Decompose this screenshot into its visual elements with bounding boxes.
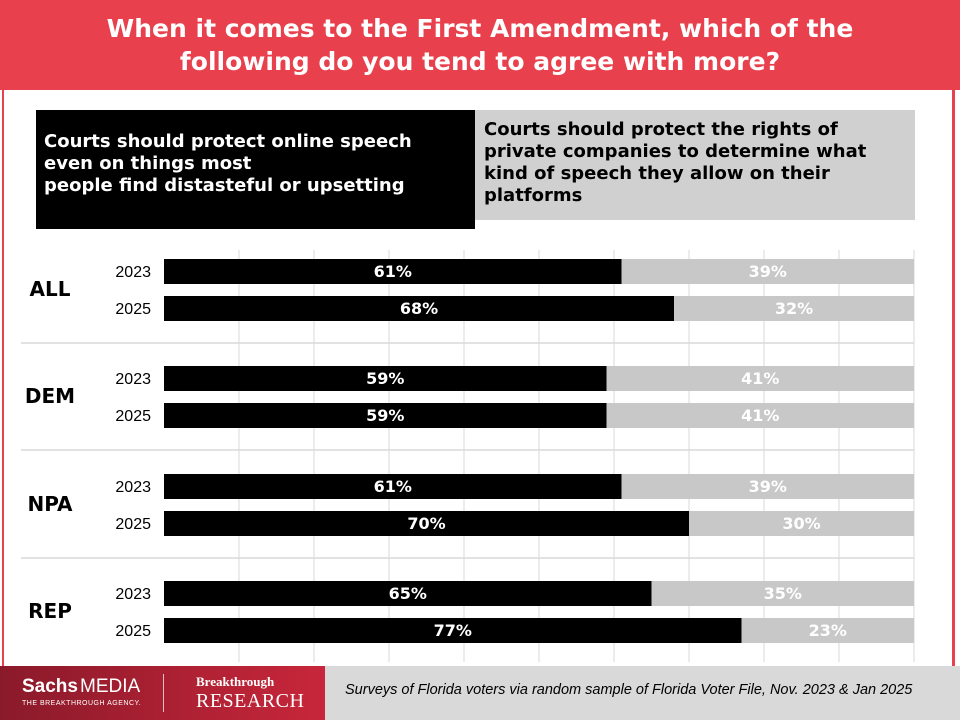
page-title: When it comes to the First Amendment, wh… bbox=[106, 14, 854, 76]
data-label: 77% bbox=[434, 621, 472, 640]
bar-segment-protect-companies bbox=[606, 366, 914, 391]
data-label: 41% bbox=[741, 406, 779, 425]
data-label: 59% bbox=[366, 369, 404, 388]
bar-segment-protect-speech bbox=[164, 618, 742, 643]
data-label: 59% bbox=[366, 406, 404, 425]
bar-segment-protect-companies bbox=[689, 511, 914, 536]
bar-segment-protect-companies bbox=[606, 403, 914, 428]
data-label: 39% bbox=[749, 262, 787, 281]
year-label: 2023 bbox=[115, 371, 151, 388]
sachs-media-logo: Sachs bbox=[22, 676, 78, 697]
bar-segment-protect-speech bbox=[164, 296, 674, 321]
bar-segment-protect-speech bbox=[164, 581, 652, 606]
bar-segment-protect-companies bbox=[674, 296, 914, 321]
data-label: 35% bbox=[764, 584, 802, 603]
data-label: 30% bbox=[782, 514, 820, 533]
bar-segment-protect-speech bbox=[164, 403, 607, 428]
brand-logos: Sachs MEDIA THE BREAKTHROUGH AGENCY. Bre… bbox=[0, 666, 325, 720]
group-label: DEM bbox=[25, 384, 75, 408]
content-frame bbox=[2, 90, 955, 666]
data-label: 39% bbox=[749, 477, 787, 496]
bar-segment-protect-companies bbox=[621, 259, 914, 284]
data-label: 65% bbox=[389, 584, 427, 603]
brand-divider bbox=[163, 674, 164, 712]
header-banner: When it comes to the First Amendment, wh… bbox=[0, 0, 960, 90]
breakthrough-research-logo-suffix: RESEARCH bbox=[196, 690, 305, 712]
year-label: 2023 bbox=[115, 264, 151, 281]
year-label: 2025 bbox=[115, 623, 151, 640]
year-label: 2025 bbox=[115, 516, 151, 533]
data-label: 23% bbox=[809, 621, 847, 640]
bar-segment-protect-speech bbox=[164, 259, 622, 284]
footer: Sachs MEDIA THE BREAKTHROUGH AGENCY. Bre… bbox=[0, 666, 960, 720]
data-label: 68% bbox=[400, 299, 438, 318]
bar-segment-protect-speech bbox=[164, 511, 689, 536]
data-label: 61% bbox=[374, 477, 412, 496]
source-note: Surveys of Florida voters via random sam… bbox=[345, 682, 913, 698]
data-label: 32% bbox=[775, 299, 813, 318]
breakthrough-research-logo: Breakthrough bbox=[196, 674, 275, 689]
bar-segment-protect-speech bbox=[164, 474, 622, 499]
year-label: 2023 bbox=[115, 479, 151, 496]
bar-segment-protect-companies bbox=[651, 581, 914, 606]
bar-segment-protect-companies bbox=[741, 618, 914, 643]
data-label: 61% bbox=[374, 262, 412, 281]
year-label: 2023 bbox=[115, 586, 151, 603]
group-label: NPA bbox=[27, 492, 73, 516]
sachs-media-logo-suffix: MEDIA bbox=[80, 676, 141, 697]
brand-tagline: THE BREAKTHROUGH AGENCY. bbox=[22, 700, 142, 707]
stacked-bar-chart: ALL 2023 61% 39% 2025 68% 32% DEM 2023 59% 41% 2025… bbox=[21, 250, 915, 662]
year-label: 2025 bbox=[115, 408, 151, 425]
legend-item-protect-companies: Courts should protect the rights of priv… bbox=[475, 110, 915, 220]
data-label: 70% bbox=[407, 514, 445, 533]
year-label: 2025 bbox=[115, 301, 151, 318]
data-label: 41% bbox=[741, 369, 779, 388]
group-label: REP bbox=[28, 599, 72, 623]
group-label: ALL bbox=[30, 277, 71, 301]
bar-segment-protect-speech bbox=[164, 366, 607, 391]
legend-item-protect-speech: Courts should protect online speech even… bbox=[36, 110, 475, 229]
bar-segment-protect-companies bbox=[621, 474, 914, 499]
